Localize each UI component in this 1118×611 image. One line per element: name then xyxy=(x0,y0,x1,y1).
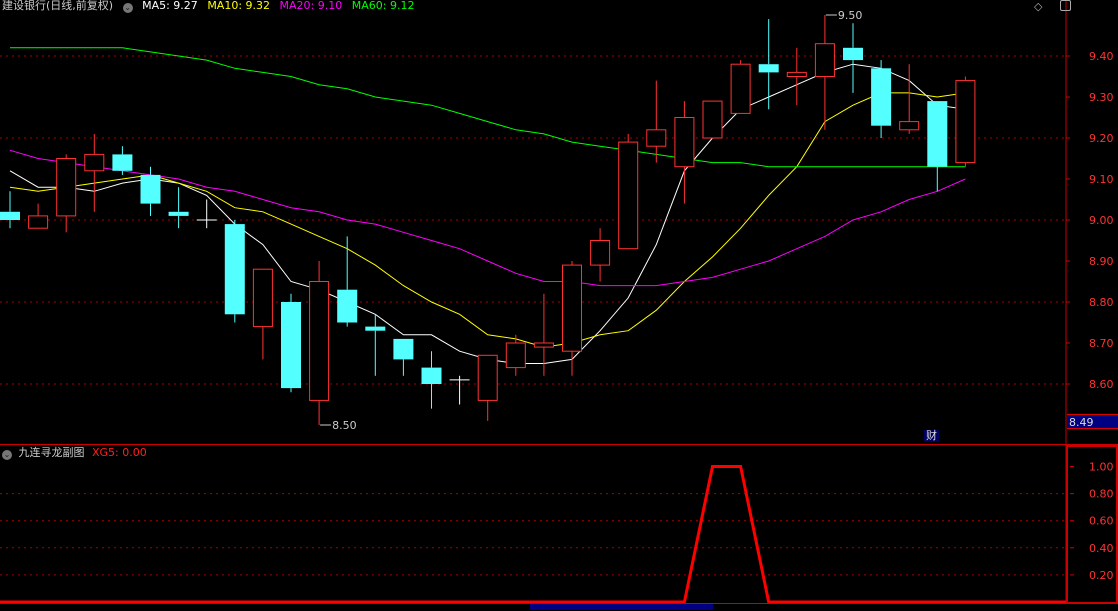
ma-line-ma20 xyxy=(9,149,966,287)
sub-y-tick-label: 1.00 xyxy=(1089,461,1114,474)
candle-up xyxy=(562,264,582,352)
y-tick-label: 9.20 xyxy=(1089,132,1114,145)
current-price-tag: 8.49 xyxy=(1067,414,1118,429)
candle-down xyxy=(927,101,948,167)
candle-up xyxy=(618,141,639,250)
candle-down xyxy=(112,154,133,171)
ma-line-ma5 xyxy=(9,63,966,364)
stock-title: 建设银行(日线,前复权) xyxy=(2,0,114,12)
main-legend: 建设银行(日线,前复权) ⌄ MA5: 9.27 MA10: 9.32 MA20… xyxy=(2,0,420,14)
xg5-label: XG5: 0.00 xyxy=(92,446,147,459)
candle-down xyxy=(0,211,20,220)
y-tick-label: 9.10 xyxy=(1089,173,1114,186)
candle-up xyxy=(702,100,723,139)
sub-legend: ⌄ 九连寻龙副图 XG5: 0.00 xyxy=(2,446,147,460)
candle-down xyxy=(224,224,245,315)
candle-up xyxy=(955,80,976,164)
sub-y-tick-label: 0.40 xyxy=(1089,542,1114,555)
y-tick-label: 8.80 xyxy=(1089,296,1114,309)
candle-down xyxy=(168,211,189,216)
candle-up xyxy=(590,240,611,266)
annotation-label: 8.50 xyxy=(332,419,357,432)
collapse-chevron-icon[interactable]: ⌄ xyxy=(122,3,133,13)
top-right-tools: ◇ xyxy=(1034,0,1071,13)
candle-up xyxy=(309,281,330,401)
sub-y-tick-label: 0.80 xyxy=(1089,488,1114,501)
candle-up xyxy=(899,121,920,131)
candle-up xyxy=(56,158,77,217)
candle-up xyxy=(252,268,273,328)
y-tick-label: 9.40 xyxy=(1089,50,1114,63)
y-tick-label: 9.30 xyxy=(1089,91,1114,104)
ma-line-ma10 xyxy=(9,92,966,348)
diamond-icon[interactable]: ◇ xyxy=(1034,0,1043,13)
ma20-label: MA20: 9.10 xyxy=(279,0,343,12)
candle-down xyxy=(758,64,779,73)
subchart-title: 九连寻龙副图 xyxy=(18,446,85,459)
y-tick-label: 8.90 xyxy=(1089,255,1114,268)
ma10-label: MA10: 9.32 xyxy=(207,0,271,12)
sub-y-tick-label: 0.60 xyxy=(1089,515,1114,528)
y-tick-label: 9.00 xyxy=(1089,214,1114,227)
candle-up xyxy=(814,43,835,77)
candle-down xyxy=(365,326,386,331)
candle-up xyxy=(477,354,498,401)
ma-line-ma60 xyxy=(10,47,966,168)
ma5-label: MA5: 9.27 xyxy=(142,0,198,12)
candle-up xyxy=(646,129,667,147)
y-tick-label: 8.60 xyxy=(1089,378,1114,391)
candle-down xyxy=(140,174,161,204)
panel-toggle-icon[interactable] xyxy=(1059,0,1071,11)
status-info-box xyxy=(530,604,713,610)
candle-up xyxy=(28,215,49,229)
finance-badge[interactable]: 财 xyxy=(924,429,939,442)
candle-down xyxy=(337,289,358,323)
candle-up xyxy=(533,342,554,348)
y-tick-label: 8.70 xyxy=(1089,337,1114,350)
candle-down xyxy=(421,367,442,384)
sub-y-tick-label: 0.20 xyxy=(1089,569,1114,582)
candle-up xyxy=(730,63,751,114)
candle-up xyxy=(505,342,526,369)
candle-down xyxy=(281,302,301,389)
annotation-label: 9.50 xyxy=(838,9,863,22)
candle-up xyxy=(786,71,807,78)
candle-down xyxy=(393,338,414,360)
candle-up xyxy=(674,117,695,168)
candle-up xyxy=(84,153,105,172)
candle-down xyxy=(843,47,863,61)
xg5-line xyxy=(0,465,1066,604)
collapse-chevron-icon[interactable]: ⌄ xyxy=(2,450,12,460)
candle-down xyxy=(871,68,892,126)
ma60-label: MA60: 9.12 xyxy=(351,0,415,12)
